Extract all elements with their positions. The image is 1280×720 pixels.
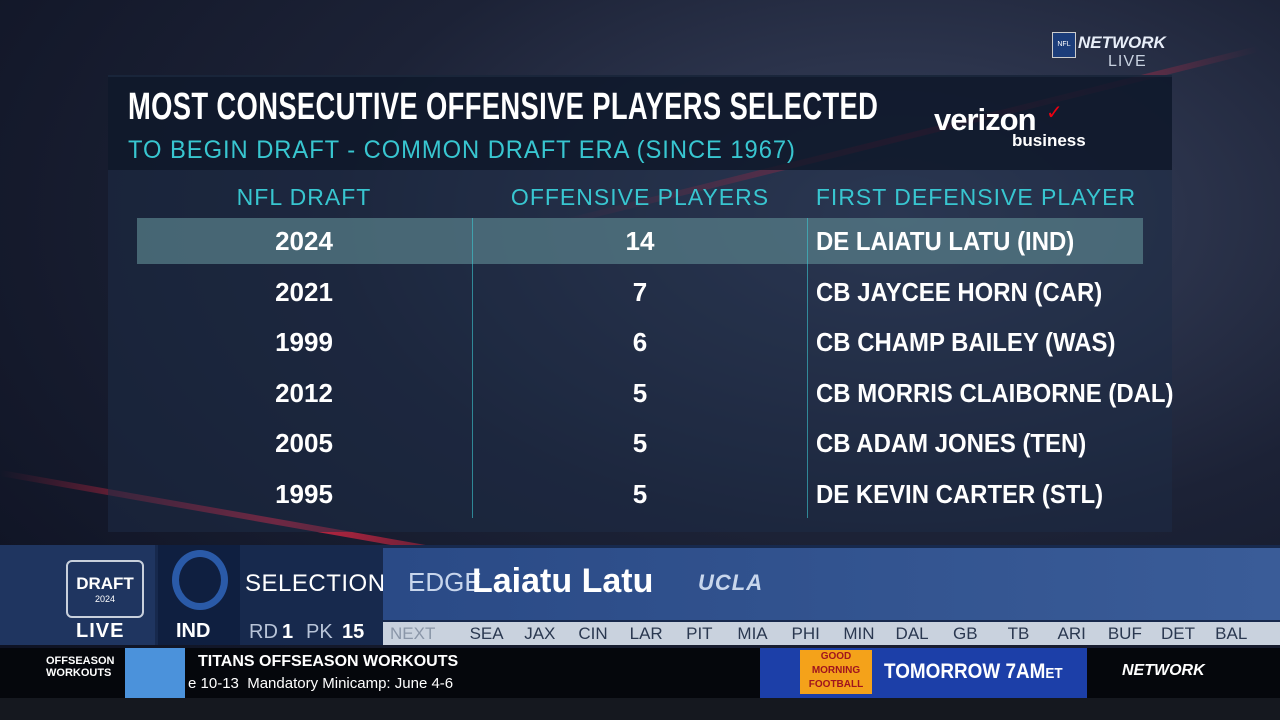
column-header: NFL DRAFT <box>236 184 372 210</box>
next-team: GB <box>953 624 978 643</box>
highlight-row <box>137 218 1143 264</box>
promo-time-text: TOMORROW 7AM <box>884 660 1046 683</box>
draft-logo: DRAFT 2024 <box>66 560 144 618</box>
promo-tz: ET <box>1045 665 1063 682</box>
next-team: MIN <box>843 624 875 643</box>
footer-strip <box>0 698 1280 720</box>
pick-label: PK <box>306 621 333 643</box>
next-team: DAL <box>895 624 929 643</box>
table-cell: 2024 <box>275 226 333 256</box>
table-cell: CB JAYCEE HORN (CAR) <box>816 276 1103 307</box>
table-cell: 7 <box>632 276 648 307</box>
table-cell: DE LAIATU LATU (IND) <box>816 226 1075 256</box>
promo-show-line: MORNING <box>811 665 861 676</box>
pick: 15 <box>342 621 365 643</box>
next-team: MIA <box>737 624 768 643</box>
next-team: JAX <box>524 624 556 643</box>
next-team: ARI <box>1057 624 1086 643</box>
next-team: SEA <box>469 624 504 643</box>
next-teams: SEA JAX CIN LAR PIT MIA PHI MIN DAL GB TB ARI BUF DET… <box>460 624 1258 644</box>
table-cell: 1999 <box>275 327 333 358</box>
table-cell: 2021 <box>275 276 333 307</box>
next-team: TB <box>1007 624 1030 643</box>
table-cell: 5 <box>632 479 648 509</box>
column-header: FIRST DEFENSIVE PLAYER <box>815 184 1137 210</box>
network-status: LIVE <box>1108 53 1147 70</box>
section-label: OFFSEASON WORKOUTS <box>46 655 114 679</box>
draft-logo-text: DRAFT <box>76 574 134 593</box>
player-position: EDGE <box>408 567 482 597</box>
table-cell: DE KEVIN CARTER (STL) <box>816 479 1104 509</box>
table-cell: CB MORRIS CLAIBORNE (DAL) <box>816 377 1174 408</box>
next-team: BUF <box>1107 624 1142 643</box>
column-divider <box>472 218 473 518</box>
nfl-shield: NFL <box>1052 32 1076 58</box>
sponsor-logo: verizon <box>934 102 1037 137</box>
promo-logo: GOOD MORNING FOOTBALL <box>800 650 872 694</box>
promo-time: TOMORROW 7AMET <box>884 660 1063 684</box>
next-team: LAR <box>629 624 663 643</box>
sponsor-sub: business <box>1012 131 1086 150</box>
next-label: NEXT <box>390 624 436 643</box>
draft-live: LIVE <box>76 620 125 642</box>
next-team: BAL <box>1215 624 1248 643</box>
graphic-subtitle: TO BEGIN DRAFT - COMMON DRAFT ERA (SINCE… <box>128 136 796 164</box>
network-brand: NETWORK <box>1078 33 1166 52</box>
titans-logo <box>125 648 185 698</box>
table-cell: CB ADAM JONES (TEN) <box>816 428 1087 459</box>
promo-show-line: GOOD <box>820 651 852 662</box>
table-cell: 1995 <box>275 479 333 509</box>
graphic-title: MOST CONSECUTIVE OFFENSIVE PLAYERS SELEC… <box>128 86 879 128</box>
table-cell: CB CHAMP BAILEY (WAS) <box>816 327 1116 358</box>
headline-detail: e 10-13 Mandatory Minicamp: June 4-6 <box>188 675 454 692</box>
table-cell: 14 <box>625 226 655 256</box>
round-label: RD <box>249 621 278 643</box>
team-abbr: IND <box>176 620 211 642</box>
graphic-header <box>108 75 1172 170</box>
player-bar <box>383 548 1280 620</box>
player-school: UCLA <box>698 570 764 595</box>
column-header: OFFENSIVE PLAYERS <box>510 184 770 210</box>
section-line: OFFSEASON <box>46 655 115 667</box>
table-cell: 5 <box>632 428 648 459</box>
headline: TITANS OFFSEASON WORKOUTS <box>198 653 459 670</box>
promo-show-line: FOOTBALL <box>808 679 864 690</box>
table-cell: 5 <box>632 377 648 408</box>
draft-logo-year: 2024 <box>94 594 116 604</box>
player-name: Laiatu Latu <box>472 562 654 600</box>
next-team: PIT <box>686 624 713 643</box>
round: 1 <box>282 621 294 643</box>
next-team: DET <box>1161 624 1196 643</box>
team-logo <box>172 550 228 610</box>
sponsor-check: ✓ <box>1046 102 1063 124</box>
next-bar <box>383 622 1280 645</box>
selection-label: SELECTION <box>245 570 386 597</box>
table-cell: 2005 <box>275 428 333 459</box>
network-logo: NETWORK <box>1122 662 1205 679</box>
table-cell: 6 <box>632 327 648 358</box>
next-team: CIN <box>578 624 608 643</box>
column-divider <box>807 218 808 518</box>
next-team: PHI <box>791 624 820 643</box>
section-line: WORKOUTS <box>46 667 112 679</box>
table-cell: 2012 <box>275 377 333 408</box>
